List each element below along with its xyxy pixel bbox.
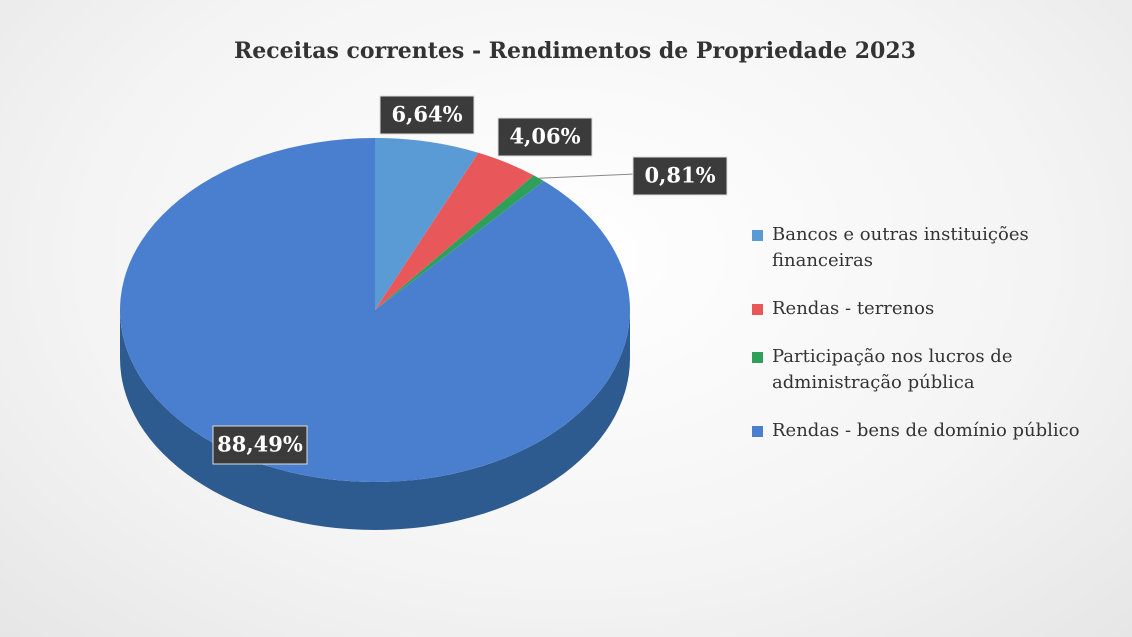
label-box xyxy=(497,117,593,157)
legend-swatch xyxy=(752,426,763,437)
leader-line xyxy=(538,173,636,179)
pie-side xyxy=(120,310,630,530)
legend-label: Participação nos lucros de administração… xyxy=(772,346,1013,393)
label-box xyxy=(379,95,475,135)
legend-swatch xyxy=(752,230,763,241)
pie-slice xyxy=(120,138,631,483)
legend-label: Bancos e outras instituições financeiras xyxy=(772,224,1029,271)
chart-title: Receitas correntes - Rendimentos de Prop… xyxy=(234,38,916,64)
label-box xyxy=(632,156,728,196)
data-label: 4,06% xyxy=(509,124,580,149)
label-box xyxy=(212,425,308,465)
data-label: 0,81% xyxy=(644,163,715,188)
pie-slice xyxy=(375,138,479,310)
legend-label: Rendas - bens de domínio público xyxy=(772,420,1080,441)
legend-swatch xyxy=(752,304,763,315)
legend-swatch xyxy=(752,352,763,363)
legend-label: Rendas - terrenos xyxy=(772,298,935,319)
legend-item: Rendas - bens de domínio público xyxy=(752,418,1122,444)
legend: Bancos e outras instituições financeiras… xyxy=(752,222,1122,466)
data-label: 6,64% xyxy=(391,102,462,127)
legend-item: Participação nos lucros de administração… xyxy=(752,344,1122,396)
legend-item: Rendas - terrenos xyxy=(752,296,1122,322)
data-label: 88,49% xyxy=(217,432,303,457)
pie-slice xyxy=(375,152,534,310)
legend-item: Bancos e outras instituições financeiras xyxy=(752,222,1122,274)
pie-slice xyxy=(375,175,544,310)
